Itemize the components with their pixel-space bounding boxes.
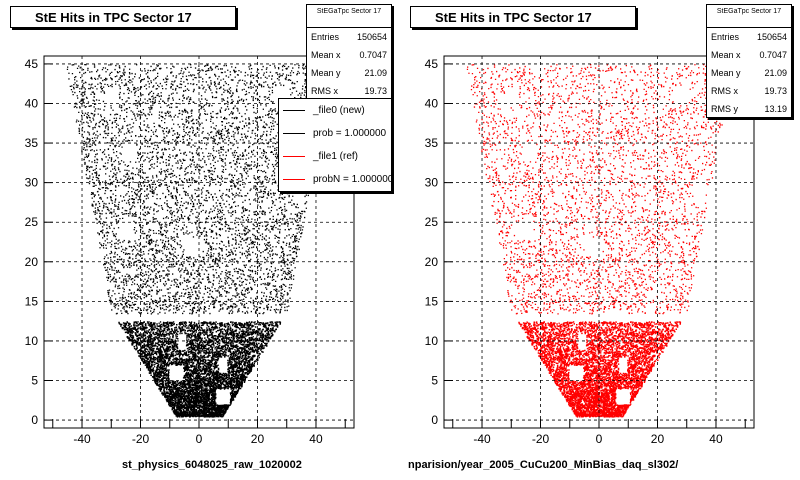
x-tick-label: 40 — [309, 432, 323, 446]
left-stats-entries: Entries 150654 — [311, 32, 387, 42]
y-tick-label: 5 — [31, 374, 38, 388]
hit-scatter-0 — [66, 63, 333, 418]
y-tick-label: 40 — [25, 96, 39, 110]
right-stats-mean-x: Mean x 0.7047 — [711, 50, 787, 60]
right-title-text: StE Hits in TPC Sector 17 — [435, 10, 592, 25]
y-tick-label: 15 — [425, 294, 439, 308]
right-footer-label: nparision/year_2005_CuCu200_MinBias_daq_… — [408, 459, 679, 471]
left-stats-mean-x: Mean x 0.7047 — [311, 50, 387, 60]
right-stats-rms-x: RMS x 19.73 — [711, 86, 787, 96]
left-footer-label: st_physics_6048025_raw_1020002 — [122, 459, 302, 471]
right-plot-title: StE Hits in TPC Sector 17 — [410, 6, 636, 28]
right-stats-entries: Entries 150654 — [711, 32, 787, 42]
y-tick-label: 10 — [425, 334, 439, 348]
x-tick-label: 40 — [709, 432, 723, 446]
hit-points-0 — [66, 63, 333, 418]
hit-scatter-1 — [466, 63, 733, 418]
y-tick-label: 40 — [425, 96, 439, 110]
chart-panel-1: -40 -20 0 20 40 0 5 10 15 20 25 30 35 40 45 — [425, 55, 755, 446]
y-tick-label: 35 — [425, 136, 439, 150]
right-stats-mean-y: Mean y 21.09 — [711, 68, 787, 78]
y-tick-label: 25 — [25, 215, 39, 229]
y-tick-label: 45 — [25, 57, 39, 71]
legend-entry-probn: probN = 1.000000 — [279, 168, 391, 191]
left-title-text: StE Hits in TPC Sector 17 — [35, 10, 192, 25]
x-tick-label: 0 — [596, 432, 603, 446]
right-stats-title: StEGaTpc Sector 17 — [707, 5, 791, 28]
right-stats-rms-y: RMS y 13.19 — [711, 104, 787, 114]
legend-entry-prob: prob = 1.000000 — [279, 122, 391, 145]
left-legend: _file0 (new) prob = 1.000000 _file1 (ref… — [278, 98, 392, 192]
x-tick-label: 20 — [651, 432, 665, 446]
x-tick-label: -20 — [532, 432, 550, 446]
y-tick-label: 5 — [431, 374, 438, 388]
y-tick-label: 30 — [425, 176, 439, 190]
y-tick-label: 30 — [25, 176, 39, 190]
y-tick-label: 25 — [425, 215, 439, 229]
left-stats-rms-x: RMS x 19.73 — [311, 86, 387, 96]
left-stats-mean-y: Mean y 21.09 — [311, 68, 387, 78]
y-tick-label: 0 — [31, 413, 38, 427]
x-tick-label: 20 — [251, 432, 265, 446]
x-tick-label: -20 — [132, 432, 150, 446]
hit-points-1 — [466, 63, 733, 418]
y-tick-label: 35 — [25, 136, 39, 150]
y-tick-label: 45 — [425, 57, 439, 71]
legend-entry-file1: _file1 (ref) — [279, 145, 391, 168]
x-tick-label: -40 — [73, 432, 91, 446]
y-tick-label: 10 — [25, 334, 39, 348]
x-tick-label: 0 — [196, 432, 203, 446]
left-stats-title: StEGaTpc Sector 17 — [307, 5, 391, 28]
y-tick-label: 20 — [425, 255, 439, 269]
left-plot-title: StE Hits in TPC Sector 17 — [10, 6, 236, 28]
y-tick-label: 0 — [431, 413, 438, 427]
x-tick-label: -40 — [473, 432, 491, 446]
y-tick-label: 20 — [25, 255, 39, 269]
legend-entry-file0: _file0 (new) — [279, 99, 391, 122]
y-tick-label: 15 — [25, 294, 39, 308]
